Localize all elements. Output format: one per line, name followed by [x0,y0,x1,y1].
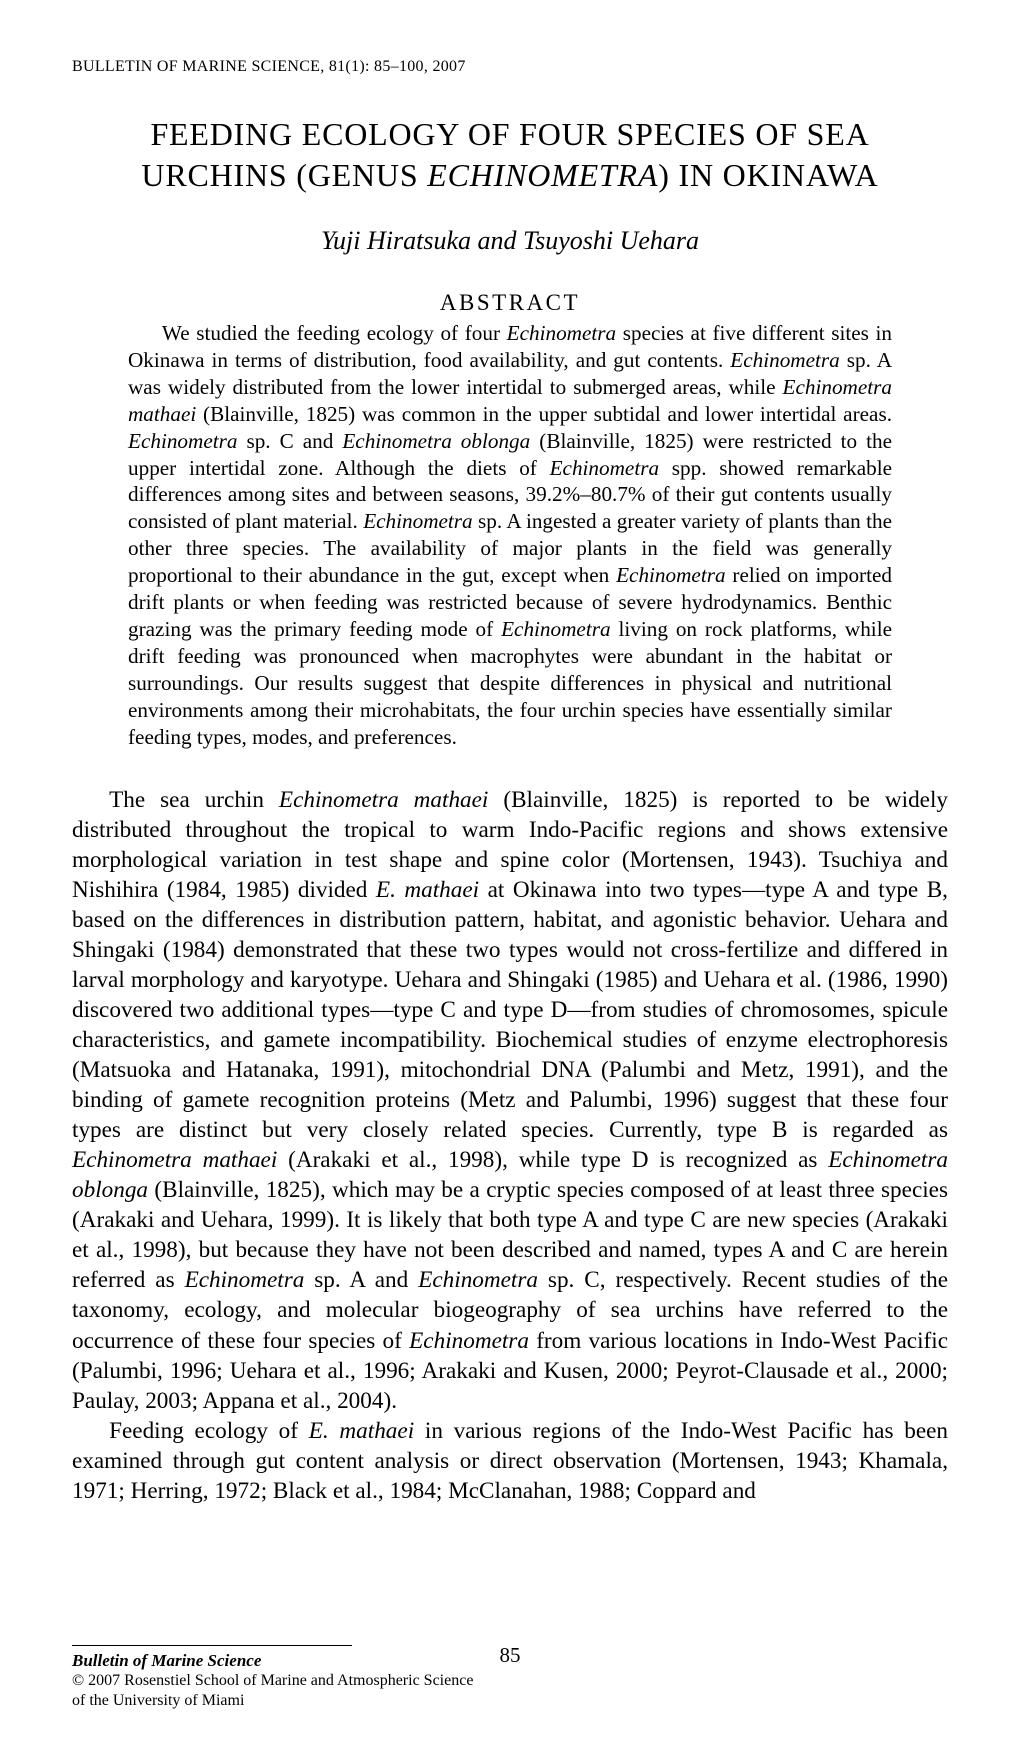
article-authors: Yuji Hiratsuka and Tsuyoshi Uehara [72,226,948,256]
title-line-2-post: ) IN OKINAWA [658,157,878,193]
footer-copyright-line-2: of the University of Miami [72,1691,473,1711]
title-genus: ECHINOMETRA [427,157,658,193]
footer-rule [72,1645,352,1646]
body-paragraph-1: The sea urchin Echinometra mathaei (Blai… [72,785,948,1416]
title-line-1: FEEDING ECOLOGY OF FOUR SPECIES OF SEA [150,116,869,152]
running-head: BULLETIN OF MARINE SCIENCE, 81(1): 85–10… [72,58,948,76]
footer-journal-name: Bulletin of Marine Science [72,1650,473,1671]
page-footer: Bulletin of Marine Science © 2007 Rosens… [72,1645,473,1711]
abstract-heading: ABSTRACT [72,290,948,316]
title-line-2-pre: URCHINS (GENUS [141,157,427,193]
body-paragraph-2: Feeding ecology of E. mathaei in various… [72,1416,948,1506]
footer-copyright-line-1: © 2007 Rosenstiel School of Marine and A… [72,1671,473,1691]
journal-page: BULLETIN OF MARINE SCIENCE, 81(1): 85–10… [0,0,1020,1763]
abstract-body: We studied the feeding ecology of four E… [128,320,892,751]
article-title: FEEDING ECOLOGY OF FOUR SPECIES OF SEA U… [72,114,948,196]
